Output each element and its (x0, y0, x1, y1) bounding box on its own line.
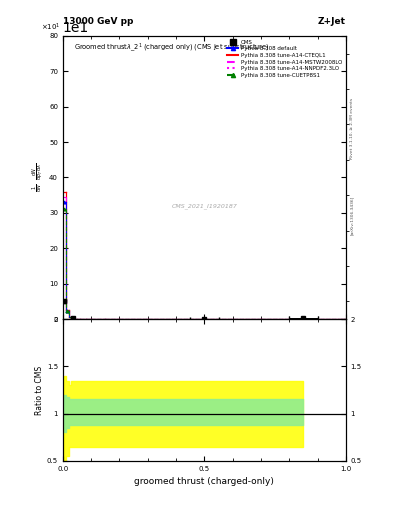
Text: 13000 GeV pp: 13000 GeV pp (63, 17, 133, 26)
Text: CMS_2021_I1920187: CMS_2021_I1920187 (171, 203, 237, 209)
Text: [arXiv:1306.3436]: [arXiv:1306.3436] (350, 196, 354, 234)
Text: Rivet 3.1.10, ≥ 2.3M events: Rivet 3.1.10, ≥ 2.3M events (350, 97, 354, 159)
Y-axis label: $\frac{1}{\mathrm{d}N}$  $\frac{\mathrm{d}N}{\mathrm{d}p_T\,\mathrm{d}\lambda}$: $\frac{1}{\mathrm{d}N}$ $\frac{\mathrm{d… (31, 163, 46, 192)
Text: $\times10^1$: $\times10^1$ (40, 22, 60, 33)
Legend: CMS, Pythia 8.308 default, Pythia 8.308 tune-A14-CTEQL1, Pythia 8.308 tune-A14-M: CMS, Pythia 8.308 default, Pythia 8.308 … (226, 38, 343, 79)
Text: Z+Jet: Z+Jet (318, 17, 346, 26)
Text: Groomed thrust$\lambda\_2^1$ (charged only) (CMS jet substructure): Groomed thrust$\lambda\_2^1$ (charged on… (74, 41, 270, 54)
X-axis label: groomed thrust (charged-only): groomed thrust (charged-only) (134, 477, 274, 486)
Y-axis label: Ratio to CMS: Ratio to CMS (35, 366, 44, 415)
